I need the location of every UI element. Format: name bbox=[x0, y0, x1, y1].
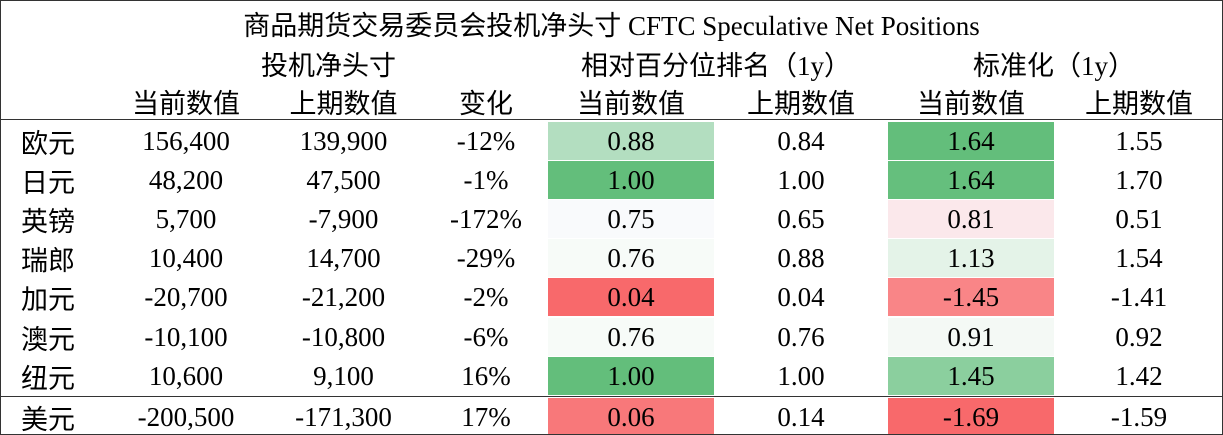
table-cell: 1.70 bbox=[1115, 164, 1163, 195]
table-cell: 0.88 bbox=[777, 242, 825, 273]
table-cell: -12% bbox=[456, 125, 516, 156]
table-cell: 1.00 bbox=[777, 164, 825, 195]
row-label: 美元 bbox=[21, 404, 75, 435]
table-cell: 1.55 bbox=[1115, 125, 1163, 156]
table-cell: 1.42 bbox=[1115, 360, 1163, 391]
table-cell: 16% bbox=[461, 360, 511, 391]
table-cell: 10,400 bbox=[148, 242, 224, 273]
table-cell: 9,100 bbox=[313, 360, 374, 391]
row-label: 纽元 bbox=[21, 363, 75, 394]
table-cell: -171,300 bbox=[295, 401, 392, 432]
row-label: 日元 bbox=[21, 167, 75, 198]
table-cell: 0.92 bbox=[1115, 321, 1163, 352]
column-header: 上期数值 bbox=[1085, 88, 1193, 119]
row-label: 欧元 bbox=[21, 128, 75, 159]
table-cell: 1.54 bbox=[1115, 242, 1163, 273]
group-header: 标准化（1y） bbox=[973, 50, 1135, 81]
row-label: 澳元 bbox=[21, 324, 75, 355]
column-header: 变化 bbox=[459, 88, 513, 119]
table-cell: 0.75 bbox=[548, 200, 714, 238]
table-cell: -1.59 bbox=[1110, 401, 1168, 432]
row-label: 瑞郎 bbox=[21, 245, 75, 276]
table-cell: 10,600 bbox=[148, 360, 224, 391]
table-cell: 1.64 bbox=[888, 122, 1054, 160]
table-cell: 0.84 bbox=[777, 125, 825, 156]
table-cell: -20,700 bbox=[144, 281, 228, 312]
header-rule bbox=[1, 119, 1222, 120]
table-cell: 1.45 bbox=[888, 357, 1054, 395]
column-header: 上期数值 bbox=[289, 88, 398, 119]
table-cell: -7,900 bbox=[308, 203, 379, 234]
table-cell: 1.00 bbox=[777, 360, 825, 391]
table-cell: 0.88 bbox=[548, 122, 714, 160]
table-cell: 0.76 bbox=[777, 321, 825, 352]
table-cell: 5,700 bbox=[155, 203, 217, 234]
row-label: 英镑 bbox=[21, 206, 75, 237]
table-cell: 17% bbox=[461, 401, 511, 432]
table-cell: -29% bbox=[456, 242, 516, 273]
table-cell: -10,100 bbox=[144, 321, 228, 352]
table-cell: 156,400 bbox=[142, 125, 230, 156]
table-cell: 1.13 bbox=[888, 239, 1054, 277]
table-cell: -200,500 bbox=[137, 401, 235, 432]
column-header: 上期数值 bbox=[747, 88, 855, 119]
table-cell: 0.81 bbox=[888, 200, 1054, 238]
table-cell: 0.04 bbox=[548, 278, 714, 316]
table-cell: 47,500 bbox=[306, 164, 381, 195]
table-cell: -172% bbox=[450, 203, 522, 234]
table-cell: -1.41 bbox=[1110, 281, 1168, 312]
table-cell: -1% bbox=[463, 164, 509, 195]
table-cell: 0.06 bbox=[548, 398, 714, 434]
title: 商品期货交易委员会投机净头寸 CFTC Speculative Net Posi… bbox=[243, 10, 980, 41]
table-cell: 0.91 bbox=[888, 318, 1054, 356]
table-cell: 48,200 bbox=[148, 164, 224, 195]
table-cell: 0.51 bbox=[1115, 203, 1163, 234]
table-cell: -2% bbox=[463, 281, 509, 312]
column-header: 当前数值 bbox=[132, 88, 240, 119]
table-cell: -1.45 bbox=[888, 278, 1054, 316]
table-cell: 1.00 bbox=[548, 161, 714, 199]
table-cell: -21,200 bbox=[301, 281, 386, 312]
column-header: 当前数值 bbox=[577, 88, 685, 119]
table-cell: -10,800 bbox=[301, 321, 386, 352]
row-label: 加元 bbox=[21, 284, 75, 315]
total-rule bbox=[1, 396, 1222, 397]
table-cell: 1.64 bbox=[888, 161, 1054, 199]
table-cell: 1.00 bbox=[548, 357, 714, 395]
table-cell: 139,900 bbox=[299, 125, 388, 156]
table-cell: -1.69 bbox=[888, 398, 1054, 434]
table-cell: 0.76 bbox=[548, 239, 714, 277]
table-cell: -6% bbox=[463, 321, 509, 352]
column-header: 当前数值 bbox=[917, 88, 1025, 119]
group-header: 投机净头寸 bbox=[261, 50, 396, 81]
table-cell: 0.65 bbox=[777, 203, 825, 234]
table-cell: 0.76 bbox=[548, 318, 714, 356]
group-header: 相对百分位排名（1y） bbox=[581, 50, 851, 81]
table-cell: 0.14 bbox=[777, 401, 825, 432]
table-cell: 0.04 bbox=[777, 281, 825, 312]
table-cell: 14,700 bbox=[306, 242, 381, 273]
